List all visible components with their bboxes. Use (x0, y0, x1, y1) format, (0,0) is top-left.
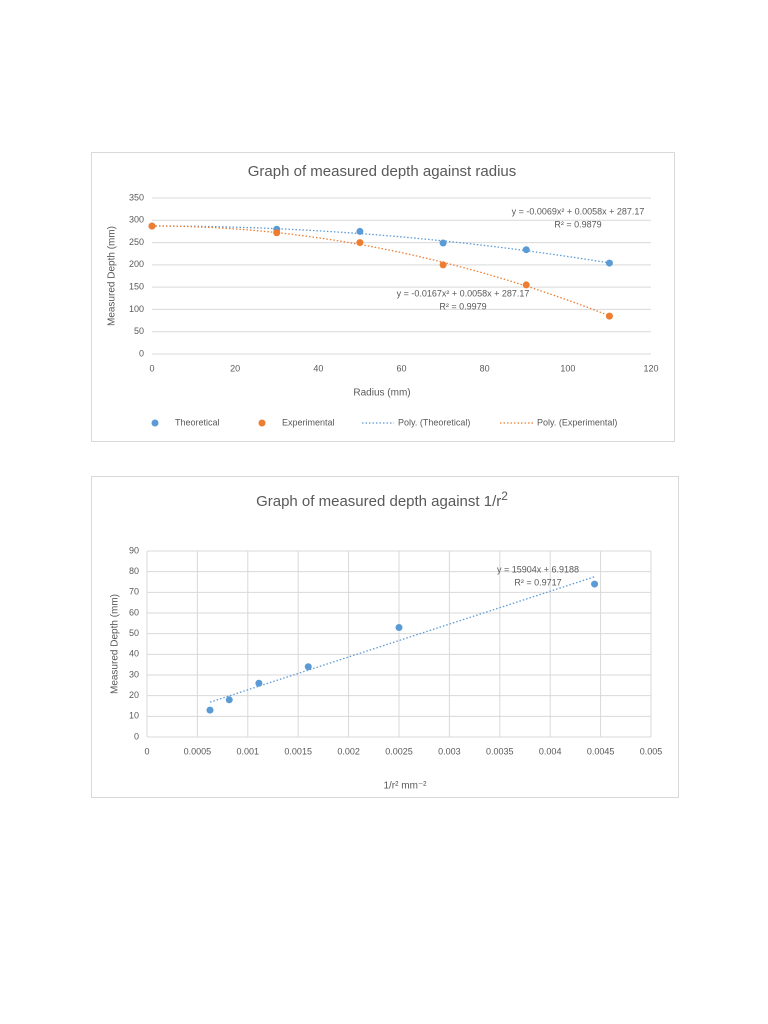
y-tick-label: 80 (129, 566, 139, 576)
y-tick-label: 90 (129, 545, 139, 555)
x-tick-label: 0.005 (640, 746, 663, 756)
x-tick-label: 0.004 (539, 746, 562, 756)
x-axis-title: Radius (mm) (353, 388, 410, 399)
y-axis-title: Measured Depth (mm) (107, 226, 118, 326)
y-tick-label: 40 (129, 649, 139, 659)
y-tick-label: 300 (129, 215, 144, 225)
trendline-r-squared: R² = 0.9717 (514, 577, 561, 587)
chart-title-superscript: 2 (501, 489, 508, 503)
trendline-r-squared: R² = 0.9979 (439, 301, 486, 311)
legend-label: Poly. (Experimental) (537, 417, 617, 427)
x-tick-label: 0.002 (337, 746, 360, 756)
x-tick-label: 0 (149, 363, 154, 373)
x-tick-label: 0.0005 (184, 746, 212, 756)
data-point (605, 259, 613, 267)
legend-label: Poly. (Theoretical) (398, 417, 470, 427)
data-point (356, 227, 364, 235)
data-point (356, 239, 364, 247)
y-tick-label: 10 (129, 711, 139, 721)
data-point (225, 696, 233, 704)
data-point (439, 261, 447, 269)
trendline-equation: y = -0.0167x² + 0.0058x + 287.17 (397, 288, 530, 298)
x-tick-label: 80 (480, 363, 490, 373)
y-tick-label: 60 (129, 607, 139, 617)
trendline (209, 576, 595, 703)
data-point (522, 246, 530, 254)
y-tick-label: 0 (139, 348, 144, 358)
x-tick-label: 0.0015 (284, 746, 312, 756)
legend-label: Experimental (282, 417, 335, 427)
trendline (151, 225, 610, 264)
y-tick-label: 100 (129, 304, 144, 314)
x-tick-label: 60 (396, 363, 406, 373)
y-tick-label: 350 (129, 192, 144, 202)
data-point (605, 312, 613, 320)
chart-frame (91, 476, 679, 798)
x-tick-label: 0.0035 (486, 746, 514, 756)
y-tick-label: 70 (129, 587, 139, 597)
legend-marker (151, 419, 159, 427)
x-tick-label: 20 (230, 363, 240, 373)
y-tick-label: 250 (129, 237, 144, 247)
trendline-r-squared: R² = 0.9879 (554, 219, 601, 229)
x-tick-label: 120 (643, 363, 658, 373)
data-point (304, 663, 312, 671)
y-tick-label: 50 (129, 628, 139, 638)
legend-label: Theoretical (175, 417, 220, 427)
x-axis-title: 1/r² mm⁻² (383, 781, 427, 792)
data-point (273, 229, 281, 237)
y-tick-label: 20 (129, 690, 139, 700)
data-point (255, 679, 263, 687)
data-point (395, 623, 403, 631)
chart-frame (91, 152, 675, 442)
x-tick-label: 40 (313, 363, 323, 373)
y-tick-label: 150 (129, 282, 144, 292)
data-point (439, 239, 447, 247)
y-axis-title: Measured Depth (mm) (110, 594, 121, 694)
chart-title: Graph of measured depth against radius (248, 163, 517, 180)
legend-marker (258, 419, 266, 427)
y-tick-label: 0 (134, 731, 139, 741)
x-tick-label: 0.0025 (385, 746, 413, 756)
x-tick-label: 0.001 (237, 746, 260, 756)
chart-title-text: Graph of measured depth against 1/r (256, 493, 501, 510)
y-tick-label: 200 (129, 259, 144, 269)
trendline-equation: y = 15904x + 6.9188 (497, 564, 579, 574)
data-point (591, 580, 599, 588)
trendline-equation: y = -0.0069x² + 0.0058x + 287.17 (512, 206, 645, 216)
x-tick-label: 0.003 (438, 746, 461, 756)
data-point (206, 706, 214, 714)
chart-title: Graph of measured depth against 1/r2 (256, 489, 508, 510)
y-tick-label: 50 (134, 326, 144, 336)
x-tick-label: 0.0045 (587, 746, 615, 756)
y-tick-label: 30 (129, 669, 139, 679)
x-tick-label: 0 (144, 746, 149, 756)
data-point (148, 222, 156, 230)
chart-title-text: Graph of measured depth against radius (248, 163, 517, 180)
data-point (522, 281, 530, 289)
x-tick-label: 100 (560, 363, 575, 373)
